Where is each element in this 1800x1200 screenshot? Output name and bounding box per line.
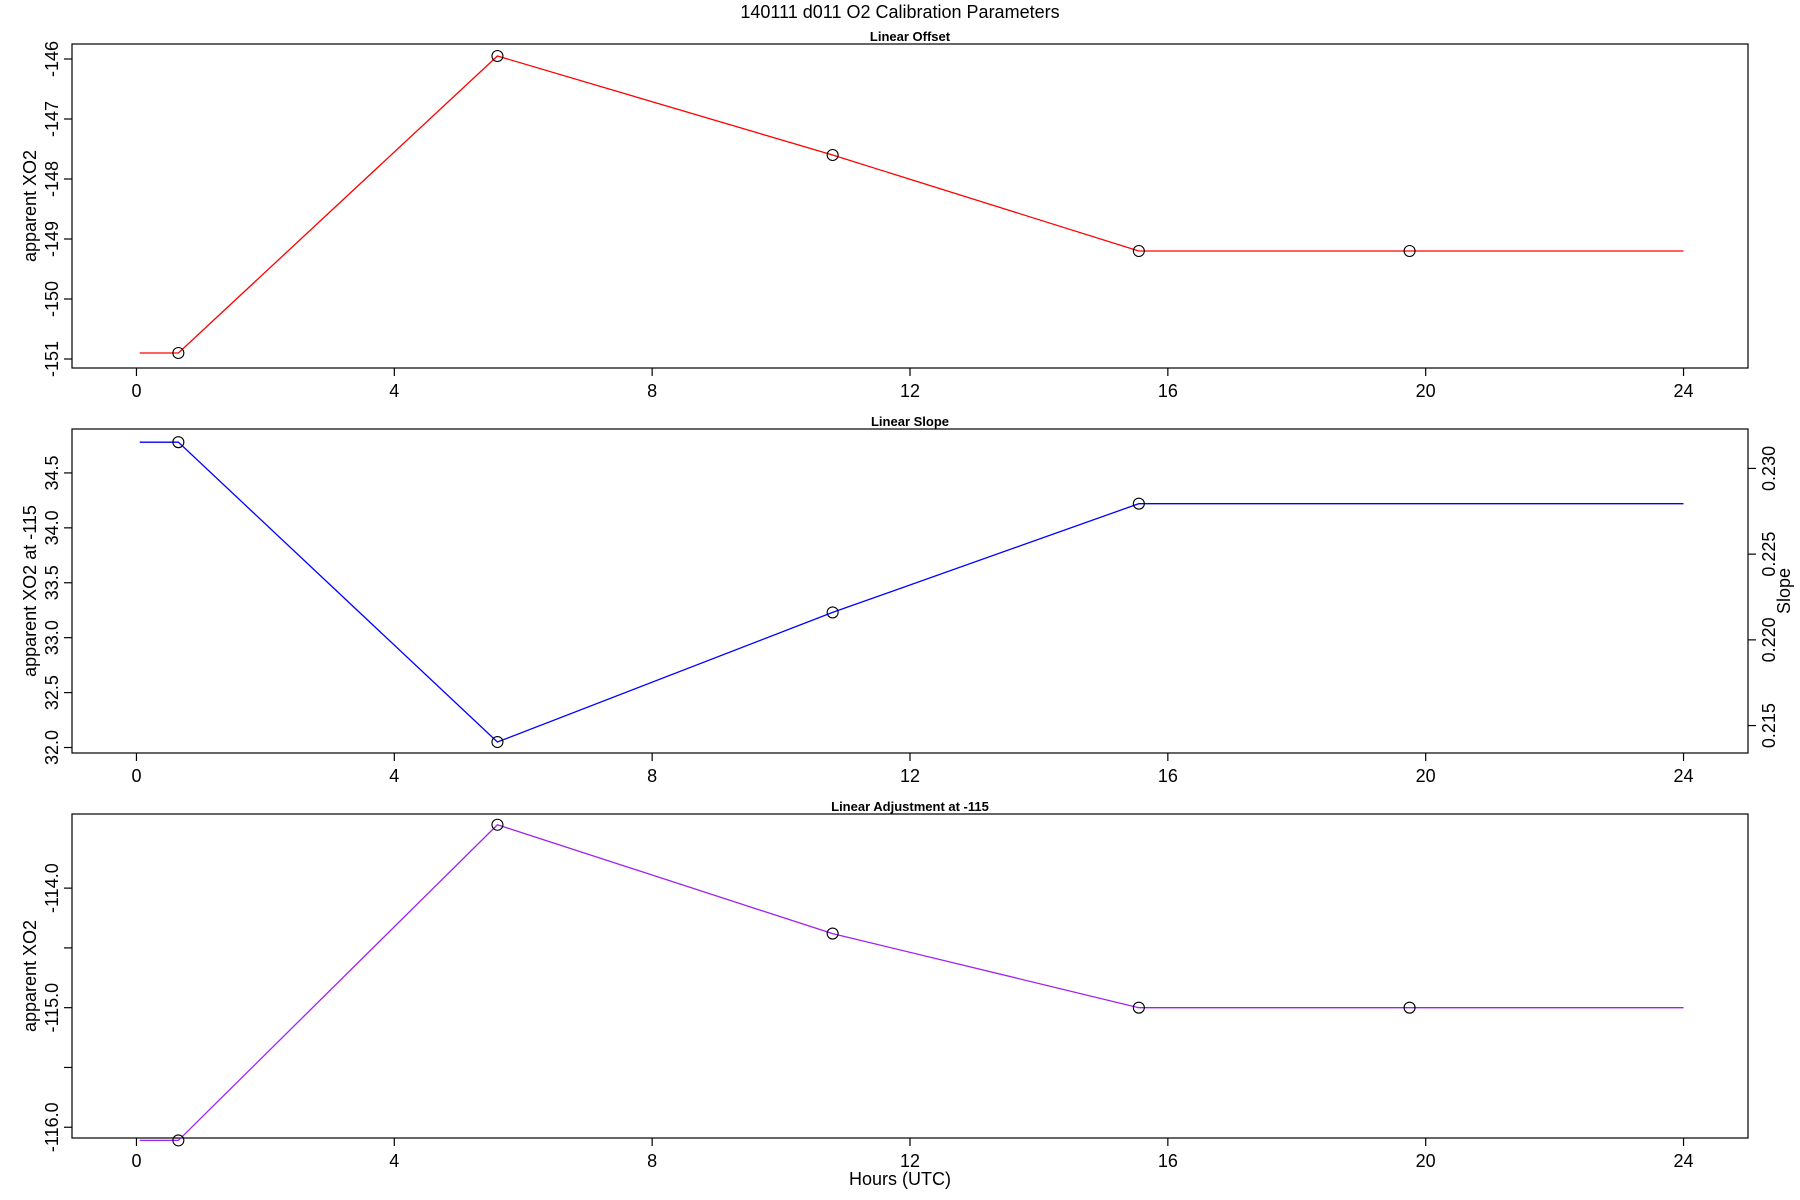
x-tick-label: 12	[900, 1151, 920, 1171]
panel-title: Linear Offset	[870, 29, 951, 44]
series-line	[139, 55, 1684, 354]
y-tick-label: -150	[42, 281, 62, 317]
y-tick-label: 32.5	[42, 675, 62, 710]
data-point-marker	[826, 606, 839, 619]
panel-title: Linear Slope	[871, 414, 949, 429]
x-tick-label: 8	[647, 766, 657, 786]
x-tick-label: 20	[1416, 766, 1436, 786]
chart-panel-2: Linear Slope 0 4 8 12 16 20 24 32.0 32.5 33.0 33.5 3…	[20, 414, 1794, 786]
y-tick-label: -151	[42, 341, 62, 377]
data-point-marker	[172, 346, 185, 360]
figure-main-title: 140111 d011 O2 Calibration Parameters	[740, 2, 1059, 22]
y-axis-label: apparent XO2 at -115	[20, 505, 40, 677]
data-point-marker	[826, 927, 839, 940]
series-line	[139, 441, 1684, 743]
y-tick-label: 33.5	[42, 565, 62, 600]
figure-x-axis-label: Hours (UTC)	[849, 1169, 951, 1189]
data-point-marker	[1132, 244, 1145, 258]
x-tick-label: 8	[647, 1151, 657, 1171]
y-tick-label: -114.0	[42, 863, 62, 913]
x-tick-label: 8	[647, 381, 657, 401]
chart-panel-3: Linear Adjustment at -115 0 4 8 12 16 20 24 -114…	[20, 799, 1749, 1171]
x-tick-label: 24	[1674, 381, 1694, 401]
y-right-tick-label: 0.215	[1759, 703, 1779, 748]
x-tick-label: 16	[1158, 766, 1178, 786]
panels-container: Linear Offset 0 4 8 12 16 20 24 -146 -147 -148 -149…	[20, 29, 1794, 1171]
data-point-marker	[1403, 244, 1416, 258]
y-axis-label: apparent XO2	[20, 150, 40, 262]
y-tick-label: -146	[42, 41, 62, 77]
x-tick-label: 20	[1416, 1151, 1436, 1171]
x-tick-label: 0	[131, 1151, 141, 1171]
x-tick-label: 16	[1158, 1151, 1178, 1171]
y-right-tick-label: 0.220	[1759, 617, 1779, 662]
data-point-marker	[491, 49, 504, 63]
x-tick-label: 24	[1674, 766, 1694, 786]
x-tick-label: 12	[900, 381, 920, 401]
x-tick-label: 4	[389, 766, 399, 786]
panel-title: Linear Adjustment at -115	[831, 799, 989, 814]
x-tick-label: 4	[389, 381, 399, 401]
x-tick-label: 20	[1416, 381, 1436, 401]
x-tick-label: 0	[131, 381, 141, 401]
x-tick-label: 4	[389, 1151, 399, 1171]
y-tick-label: -148	[42, 161, 62, 197]
data-point-marker	[491, 735, 504, 749]
y-tick-label: -115.0	[42, 983, 62, 1033]
data-point-marker	[172, 1134, 185, 1147]
data-point-marker	[826, 148, 839, 162]
x-tick-label: 12	[900, 766, 920, 786]
data-point-marker	[1132, 497, 1145, 510]
y-tick-label: 32.0	[42, 730, 62, 765]
y-tick-label: 34.0	[42, 510, 62, 545]
chart-panel-1: Linear Offset 0 4 8 12 16 20 24 -146 -147 -148 -149…	[20, 29, 1749, 401]
data-point-marker	[1403, 1001, 1416, 1014]
y-tick-label: -149	[42, 221, 62, 257]
x-tick-label: 24	[1674, 1151, 1694, 1171]
y-right-tick-label: 0.230	[1759, 446, 1779, 491]
y-right-tick-label: 0.225	[1759, 532, 1779, 577]
data-point-marker	[491, 818, 504, 831]
y-tick-label: 33.0	[42, 620, 62, 655]
y-tick-label: -116.0	[42, 1102, 62, 1152]
y-tick-label: -147	[42, 101, 62, 137]
x-tick-label: 16	[1158, 381, 1178, 401]
y-axis-label: apparent XO2	[20, 920, 40, 1032]
data-point-marker	[172, 436, 185, 449]
x-tick-label: 0	[131, 766, 141, 786]
y-right-axis-label: Slope	[1774, 568, 1794, 614]
y-tick-label: 34.5	[42, 455, 62, 490]
series-line	[139, 824, 1684, 1142]
data-point-marker	[1132, 1001, 1145, 1014]
